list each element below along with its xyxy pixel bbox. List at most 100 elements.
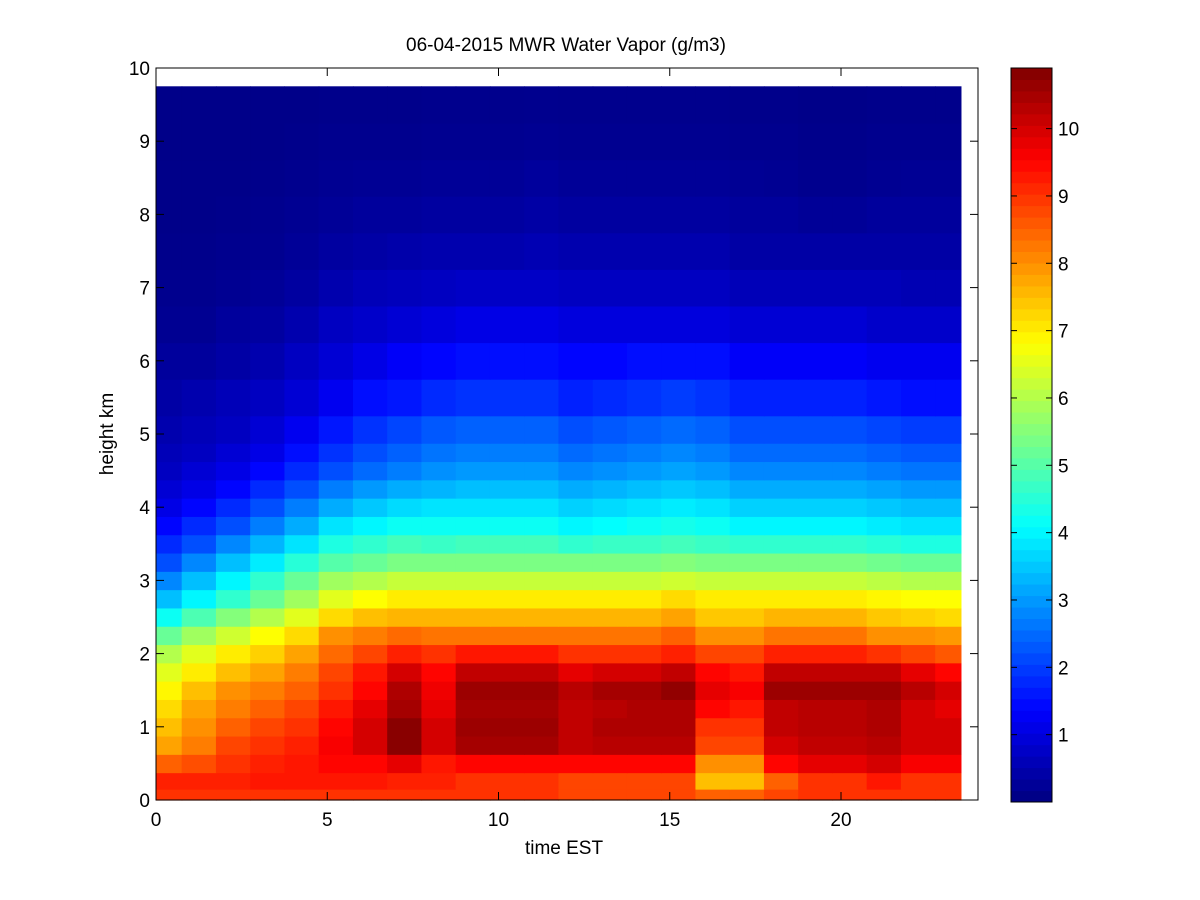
- colorbar-segment: [1011, 710, 1052, 723]
- heatmap-cell: [592, 196, 628, 234]
- heatmap-cell: [695, 122, 731, 161]
- heatmap-cell: [900, 589, 936, 609]
- heatmap-cell: [935, 789, 962, 801]
- heatmap-cell: [387, 644, 423, 664]
- colorbar-segment: [1011, 102, 1052, 115]
- heatmap-cell: [352, 717, 388, 737]
- heatmap-cell: [832, 571, 868, 591]
- heatmap-cell: [592, 269, 628, 307]
- heatmap-cell: [695, 443, 731, 463]
- heatmap-cell: [318, 479, 354, 499]
- heatmap-cell: [524, 754, 560, 774]
- heatmap-cell: [489, 342, 525, 380]
- heatmap-cell: [489, 516, 525, 536]
- heatmap-cell: [798, 552, 834, 572]
- heatmap-cell: [455, 305, 491, 344]
- colorbar-tick-label: 8: [1058, 254, 1069, 275]
- colorbar-segment: [1011, 366, 1052, 379]
- heatmap-cell: [284, 571, 320, 591]
- heatmap-cell: [866, 479, 902, 499]
- heatmap-cell: [489, 626, 525, 646]
- heatmap-cell: [215, 305, 251, 344]
- heatmap-cell: [866, 626, 902, 646]
- heatmap-cell: [661, 379, 697, 417]
- heatmap-cell: [695, 589, 731, 609]
- heatmap-cell: [866, 516, 902, 536]
- heatmap-cell: [215, 232, 251, 270]
- heatmap-cell: [661, 789, 697, 801]
- heatmap-cell: [215, 662, 251, 682]
- heatmap-cell: [181, 552, 217, 572]
- heatmap-cell: [489, 479, 525, 499]
- heatmap-cell: [866, 589, 902, 609]
- colorbar-tick-label: 5: [1058, 456, 1069, 477]
- heatmap-cell: [935, 552, 962, 572]
- heatmap-cell: [695, 607, 731, 627]
- heatmap-cell: [421, 681, 457, 700]
- colorbar-segment: [1011, 607, 1052, 619]
- heatmap-cell: [284, 772, 320, 790]
- heatmap-cell: [866, 415, 902, 444]
- heatmap-cell: [592, 772, 628, 790]
- heatmap-cell: [592, 607, 628, 627]
- heatmap-cell: [832, 415, 868, 444]
- heatmap-cell: [935, 626, 962, 646]
- colorbar: 1 2 3 4 5 6 7 8 9 10: [1010, 67, 1079, 803]
- heatmap-cell: [558, 305, 594, 344]
- heatmap-cell: [695, 305, 731, 344]
- heatmap-cell: [250, 754, 286, 774]
- heatmap-cell: [421, 534, 457, 554]
- heatmap-cell: [215, 516, 251, 536]
- heatmap-cell: [455, 498, 491, 517]
- heatmap-cell: [352, 607, 388, 627]
- colorbar-segment: [1011, 767, 1052, 780]
- heatmap-cell: [832, 789, 868, 801]
- heatmap-cell: [695, 552, 731, 572]
- heatmap-cell: [900, 571, 936, 591]
- heatmap-cell: [215, 717, 251, 737]
- colorbar-segment: [1011, 171, 1052, 184]
- heatmap-cell: [592, 681, 628, 700]
- heatmap-cell: [592, 717, 628, 737]
- heatmap-cell: [592, 699, 628, 719]
- heatmap-cell: [935, 479, 962, 499]
- heatmap-cell: [387, 754, 423, 774]
- x-tick-label: 5: [322, 810, 333, 831]
- heatmap-cell: [900, 626, 936, 646]
- heatmap-cell: [455, 626, 491, 646]
- heatmap-cell: [489, 159, 525, 197]
- heatmap-cell: [181, 754, 217, 774]
- heatmap-cell: [798, 735, 834, 755]
- colorbar-gradient: [1011, 68, 1052, 803]
- heatmap-cell: [215, 626, 251, 646]
- heatmap-cell: [558, 754, 594, 774]
- heatmap-cell: [318, 516, 354, 536]
- heatmap-cell: [695, 196, 731, 234]
- colorbar-segment: [1011, 217, 1052, 230]
- colorbar-segment: [1011, 572, 1052, 585]
- colorbar-segment: [1011, 538, 1052, 551]
- heatmap-cell: [455, 589, 491, 609]
- heatmap-cell: [455, 699, 491, 719]
- heatmap-cell: [900, 122, 936, 161]
- heatmap-cell: [318, 717, 354, 737]
- heatmap-cell: [626, 644, 662, 664]
- heatmap-cell: [455, 159, 491, 197]
- heatmap-cell: [250, 232, 286, 270]
- heatmap-cell: [421, 342, 457, 380]
- colorbar-segment: [1011, 618, 1052, 631]
- heatmap-cell: [935, 571, 962, 591]
- colorbar-segment: [1011, 400, 1052, 413]
- heatmap-cell: [866, 571, 902, 591]
- heatmap-cell: [352, 662, 388, 682]
- heatmap-cell: [866, 681, 902, 700]
- heatmap-cell: [156, 534, 183, 554]
- heatmap-cell: [181, 461, 217, 481]
- heatmap-cell: [181, 516, 217, 536]
- heatmap-cell: [156, 479, 183, 499]
- heatmap-cell: [798, 461, 834, 481]
- heatmap-cell: [558, 479, 594, 499]
- heatmap-cell: [900, 379, 936, 417]
- colorbar-segment: [1011, 331, 1052, 344]
- heatmap-cell: [592, 552, 628, 572]
